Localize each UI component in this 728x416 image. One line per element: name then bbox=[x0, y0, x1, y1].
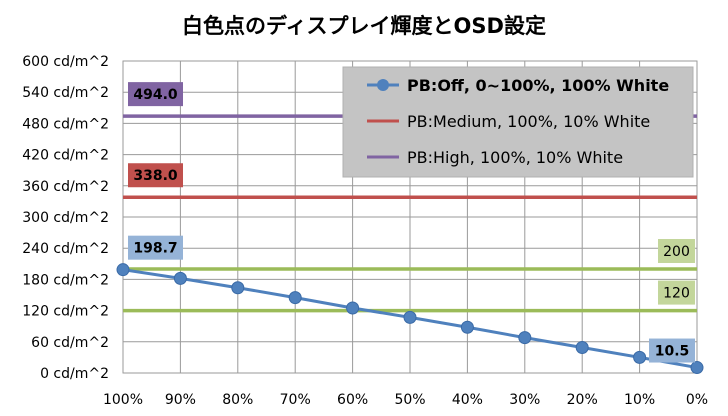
x-tick-label: 80% bbox=[222, 392, 253, 408]
data-label-box bbox=[658, 239, 695, 263]
y-tick-label: 360 cd/m^2 bbox=[22, 179, 109, 195]
reference-lines bbox=[123, 267, 697, 313]
x-tick-label: 50% bbox=[394, 392, 425, 408]
y-tick-label: 480 cd/m^2 bbox=[22, 116, 109, 132]
data-label: 120 bbox=[663, 286, 690, 302]
x-tick-label: 60% bbox=[337, 392, 368, 408]
data-label: 200 bbox=[663, 244, 690, 260]
data-label-box bbox=[128, 163, 183, 188]
data-label: 10.5 bbox=[655, 344, 690, 360]
x-tick-label: 70% bbox=[280, 392, 311, 408]
y-tick-label: 120 cd/m^2 bbox=[22, 304, 109, 320]
data-point bbox=[518, 331, 532, 345]
x-tick-label: 10% bbox=[624, 392, 655, 408]
y-tick-label: 540 cd/m^2 bbox=[22, 85, 109, 101]
data-point bbox=[288, 291, 302, 305]
y-tick-label: 180 cd/m^2 bbox=[22, 272, 109, 288]
data-label: 198.7 bbox=[133, 241, 177, 257]
data-point bbox=[460, 320, 474, 334]
data-point bbox=[173, 271, 187, 285]
y-tick-label: 600 cd/m^2 bbox=[22, 54, 109, 70]
y-tick-label: 300 cd/m^2 bbox=[22, 210, 109, 226]
data-point bbox=[346, 301, 360, 315]
x-tick-label: 0% bbox=[686, 392, 708, 408]
data-point bbox=[403, 310, 417, 324]
legend-entry-label: PB:Off, 0~100%, 100% White bbox=[407, 76, 669, 95]
data-point bbox=[690, 361, 704, 375]
legend: PB:Off, 0~100%, 100% White PB:Medium, 100… bbox=[342, 66, 694, 178]
legend-box bbox=[342, 66, 694, 178]
y-tick-label: 240 cd/m^2 bbox=[22, 241, 109, 257]
data-label-box bbox=[649, 338, 695, 363]
data-point bbox=[633, 350, 647, 364]
data-point bbox=[231, 281, 245, 295]
x-tick-label: 40% bbox=[452, 392, 483, 408]
data-label: 494.0 bbox=[133, 87, 178, 103]
data-point bbox=[116, 263, 130, 277]
x-tick-label: 90% bbox=[165, 392, 196, 408]
legend-swatch-marker bbox=[377, 79, 389, 91]
y-tick-label: 0 cd/m^2 bbox=[40, 366, 109, 382]
legend-entry-label: PB:Medium, 100%, 10% White bbox=[407, 112, 650, 131]
data-label: 338.0 bbox=[133, 168, 178, 184]
y-tick-label: 60 cd/m^2 bbox=[31, 335, 109, 351]
data-label-box bbox=[128, 82, 183, 107]
x-tick-label: 20% bbox=[567, 392, 598, 408]
y-tick-label: 420 cd/m^2 bbox=[22, 148, 109, 164]
axis-layer: 0 cd/m^2 60 cd/m^2 120 cd/m^2 180 cd/m^2 240… bbox=[22, 54, 708, 408]
x-tick-label: 30% bbox=[509, 392, 540, 408]
data-label-box bbox=[658, 280, 695, 305]
data-point bbox=[575, 341, 589, 355]
annotations: 494.0 338.0 198.7 10.5 200 120 bbox=[128, 82, 695, 363]
legend-entry-label: PB:High, 100%, 10% White bbox=[407, 148, 623, 167]
data-label-box bbox=[128, 235, 183, 260]
chart-title: 白色点のディスプレイ輝度とOSD設定 bbox=[182, 14, 546, 38]
x-tick-label: 100% bbox=[103, 392, 143, 408]
